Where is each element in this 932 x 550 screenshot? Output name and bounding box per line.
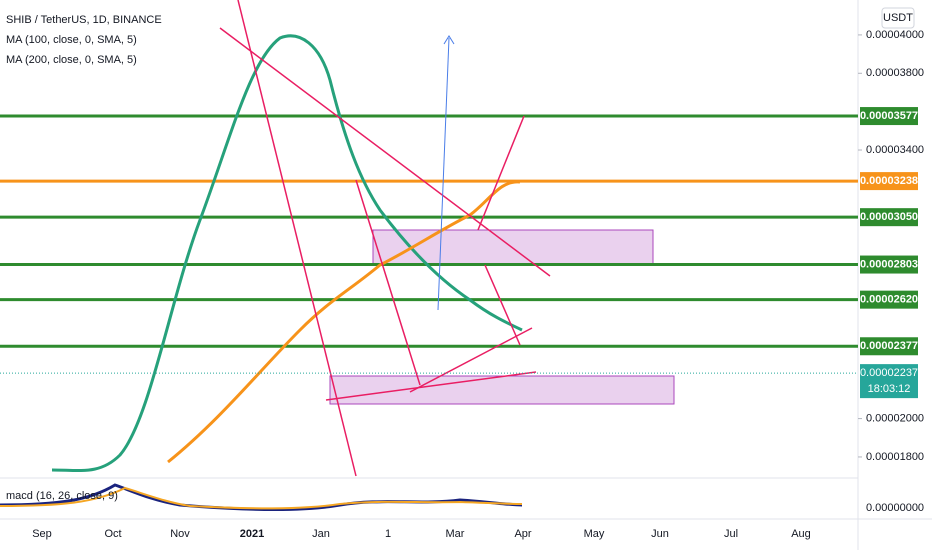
ma-200 — [167, 180, 521, 464]
level-tag — [860, 290, 918, 309]
level-tag — [860, 255, 918, 274]
x-tick-label: Jul — [724, 528, 738, 540]
signal-line — [0, 486, 523, 510]
y-tick-label: 0.00002000 — [866, 412, 924, 424]
currency[interactable]: USDT — [883, 12, 913, 24]
x-tick-label: Nov — [170, 528, 190, 540]
price-axis-bg — [858, 0, 932, 550]
level-label: 0.00003050 — [860, 211, 918, 223]
x-tick-label: Sep — [32, 528, 52, 540]
macd-legend: macd (16, 26, close, 9) — [6, 490, 118, 502]
y-tick-label: 0.00003400 — [866, 144, 924, 156]
y-tick-label: 0.00004000 — [866, 29, 924, 41]
level-tag — [860, 172, 918, 191]
x-tick-label: Apr — [514, 528, 531, 540]
last-price-tag — [860, 364, 918, 399]
x-tick-label: Jun — [651, 528, 669, 540]
x-tick-label: Jan — [312, 528, 330, 540]
x-tick-label: 1 — [385, 528, 391, 540]
x-tick-label: Mar — [446, 528, 465, 540]
symbol: SHIB / TetherUS, 1D, BINANCE — [6, 14, 162, 26]
x-tick-label: Oct — [104, 528, 121, 540]
projection-arrow — [437, 37, 450, 311]
x-tick-label: May — [584, 528, 605, 540]
x-tick-label: Aug — [791, 528, 811, 540]
y-tick-label: 0.00001800 — [866, 451, 924, 463]
ma-100 — [51, 34, 523, 473]
arrow-head — [443, 35, 455, 45]
macd-axis-label: 0.00000000 — [866, 502, 924, 514]
level-label: 0.00002620 — [860, 294, 918, 306]
level-label: 0.00003577 — [860, 110, 918, 122]
level-label: 0.00002803 — [860, 258, 918, 270]
level-tag — [860, 107, 918, 126]
y-tick-label: 0.00003800 — [866, 67, 924, 79]
level-tag — [860, 208, 918, 227]
currency-button[interactable] — [881, 7, 915, 29]
macd-line — [0, 483, 523, 512]
ma-legend: MA (200, close, 0, SMA, 5) — [6, 54, 137, 66]
trendlines — [219, 0, 551, 477]
zone — [329, 375, 675, 405]
level-label: 0.00002377 — [860, 340, 918, 352]
level-tag — [860, 337, 918, 356]
x-tick-label: 2021 — [240, 528, 264, 540]
last-price-label: 0.00002237 — [860, 367, 918, 379]
ma-legend: MA (100, close, 0, SMA, 5) — [6, 34, 137, 46]
countdown: 18:03:12 — [868, 383, 911, 395]
level-label: 0.00003238 — [860, 175, 918, 187]
